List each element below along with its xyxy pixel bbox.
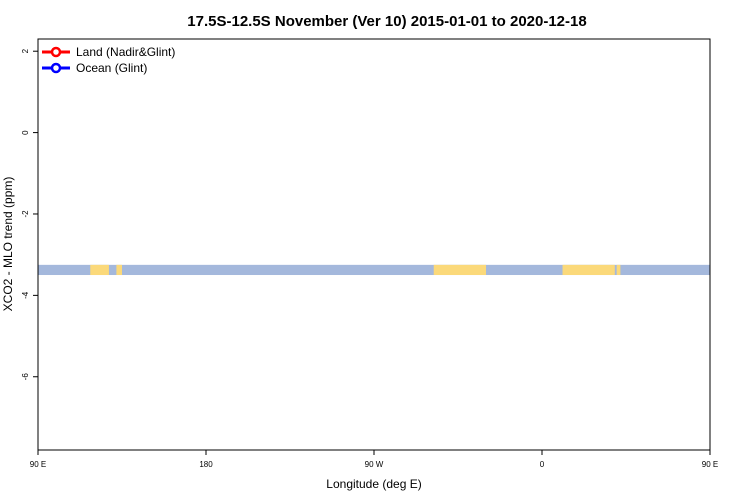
plot-frame <box>37 38 711 451</box>
x-axis-label: Longitude (deg E) <box>326 477 421 491</box>
legend-marker-land <box>50 46 62 58</box>
legend-marker-ocean <box>50 62 62 74</box>
x-tick-label: 180 <box>199 460 213 469</box>
y-tick-label: -6 <box>21 373 30 381</box>
legend-label-ocean: Ocean (Glint) <box>76 61 147 75</box>
land-segment <box>116 264 122 276</box>
y-tick-label: -2 <box>21 210 30 218</box>
legend-entry-ocean: Ocean (Glint) <box>42 61 147 75</box>
x-tick-label: 90 E <box>30 460 46 469</box>
y-axis-label: XCO2 - MLO trend (ppm) <box>1 177 15 312</box>
land-segment <box>90 264 109 276</box>
x-tick-label: 90 E <box>702 460 718 469</box>
x-axis: 90 E 180 90 W 0 90 E <box>30 450 718 469</box>
y-tick-label: 2 <box>21 48 30 53</box>
legend-label-land: Land (Nadir&Glint) <box>76 45 175 59</box>
land-segment <box>433 264 486 276</box>
x-tick-label: 90 W <box>365 460 384 469</box>
y-tick-label: -4 <box>21 291 30 299</box>
legend-entry-land: Land (Nadir&Glint) <box>42 45 175 59</box>
x-tick-label: 0 <box>540 460 545 469</box>
y-axis: 2 0 -2 -4 -6 <box>21 48 38 380</box>
y-tick-label: 0 <box>21 130 30 135</box>
land-segment <box>562 264 615 276</box>
chart-title: 17.5S-12.5S November (Ver 10) 2015-01-01… <box>187 13 586 30</box>
land-segment <box>616 264 621 276</box>
land-ocean-bar <box>38 264 710 276</box>
ocean-band <box>38 264 710 276</box>
legend: Land (Nadir&Glint) Ocean (Glint) <box>42 45 175 75</box>
